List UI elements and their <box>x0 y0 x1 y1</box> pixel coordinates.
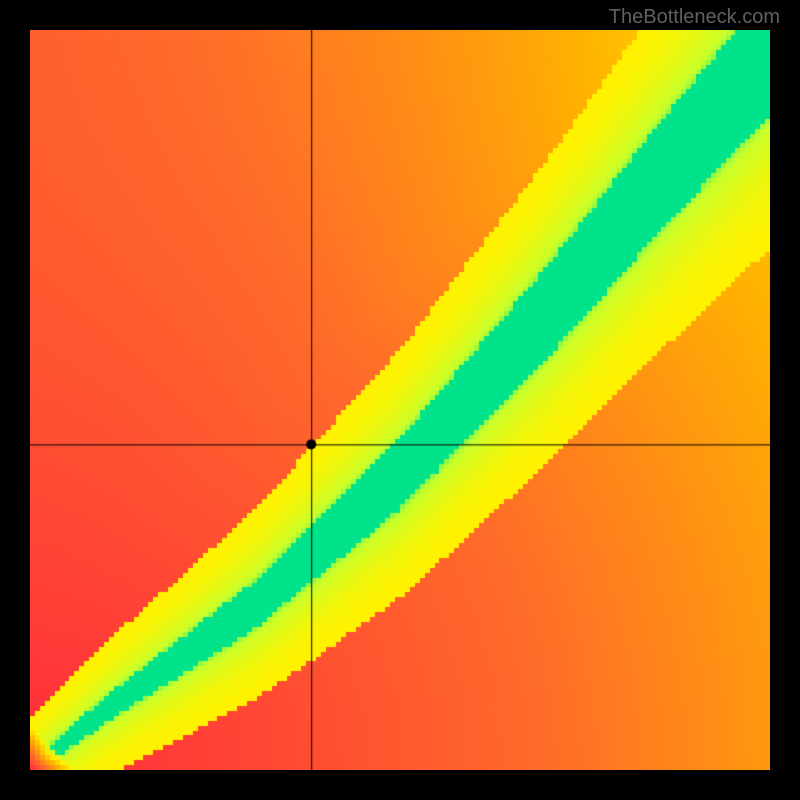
attribution-text: TheBottleneck.com <box>609 6 780 29</box>
chart-container: TheBottleneck.com <box>0 0 800 800</box>
heatmap-canvas <box>30 30 770 770</box>
plot-area <box>30 30 770 770</box>
